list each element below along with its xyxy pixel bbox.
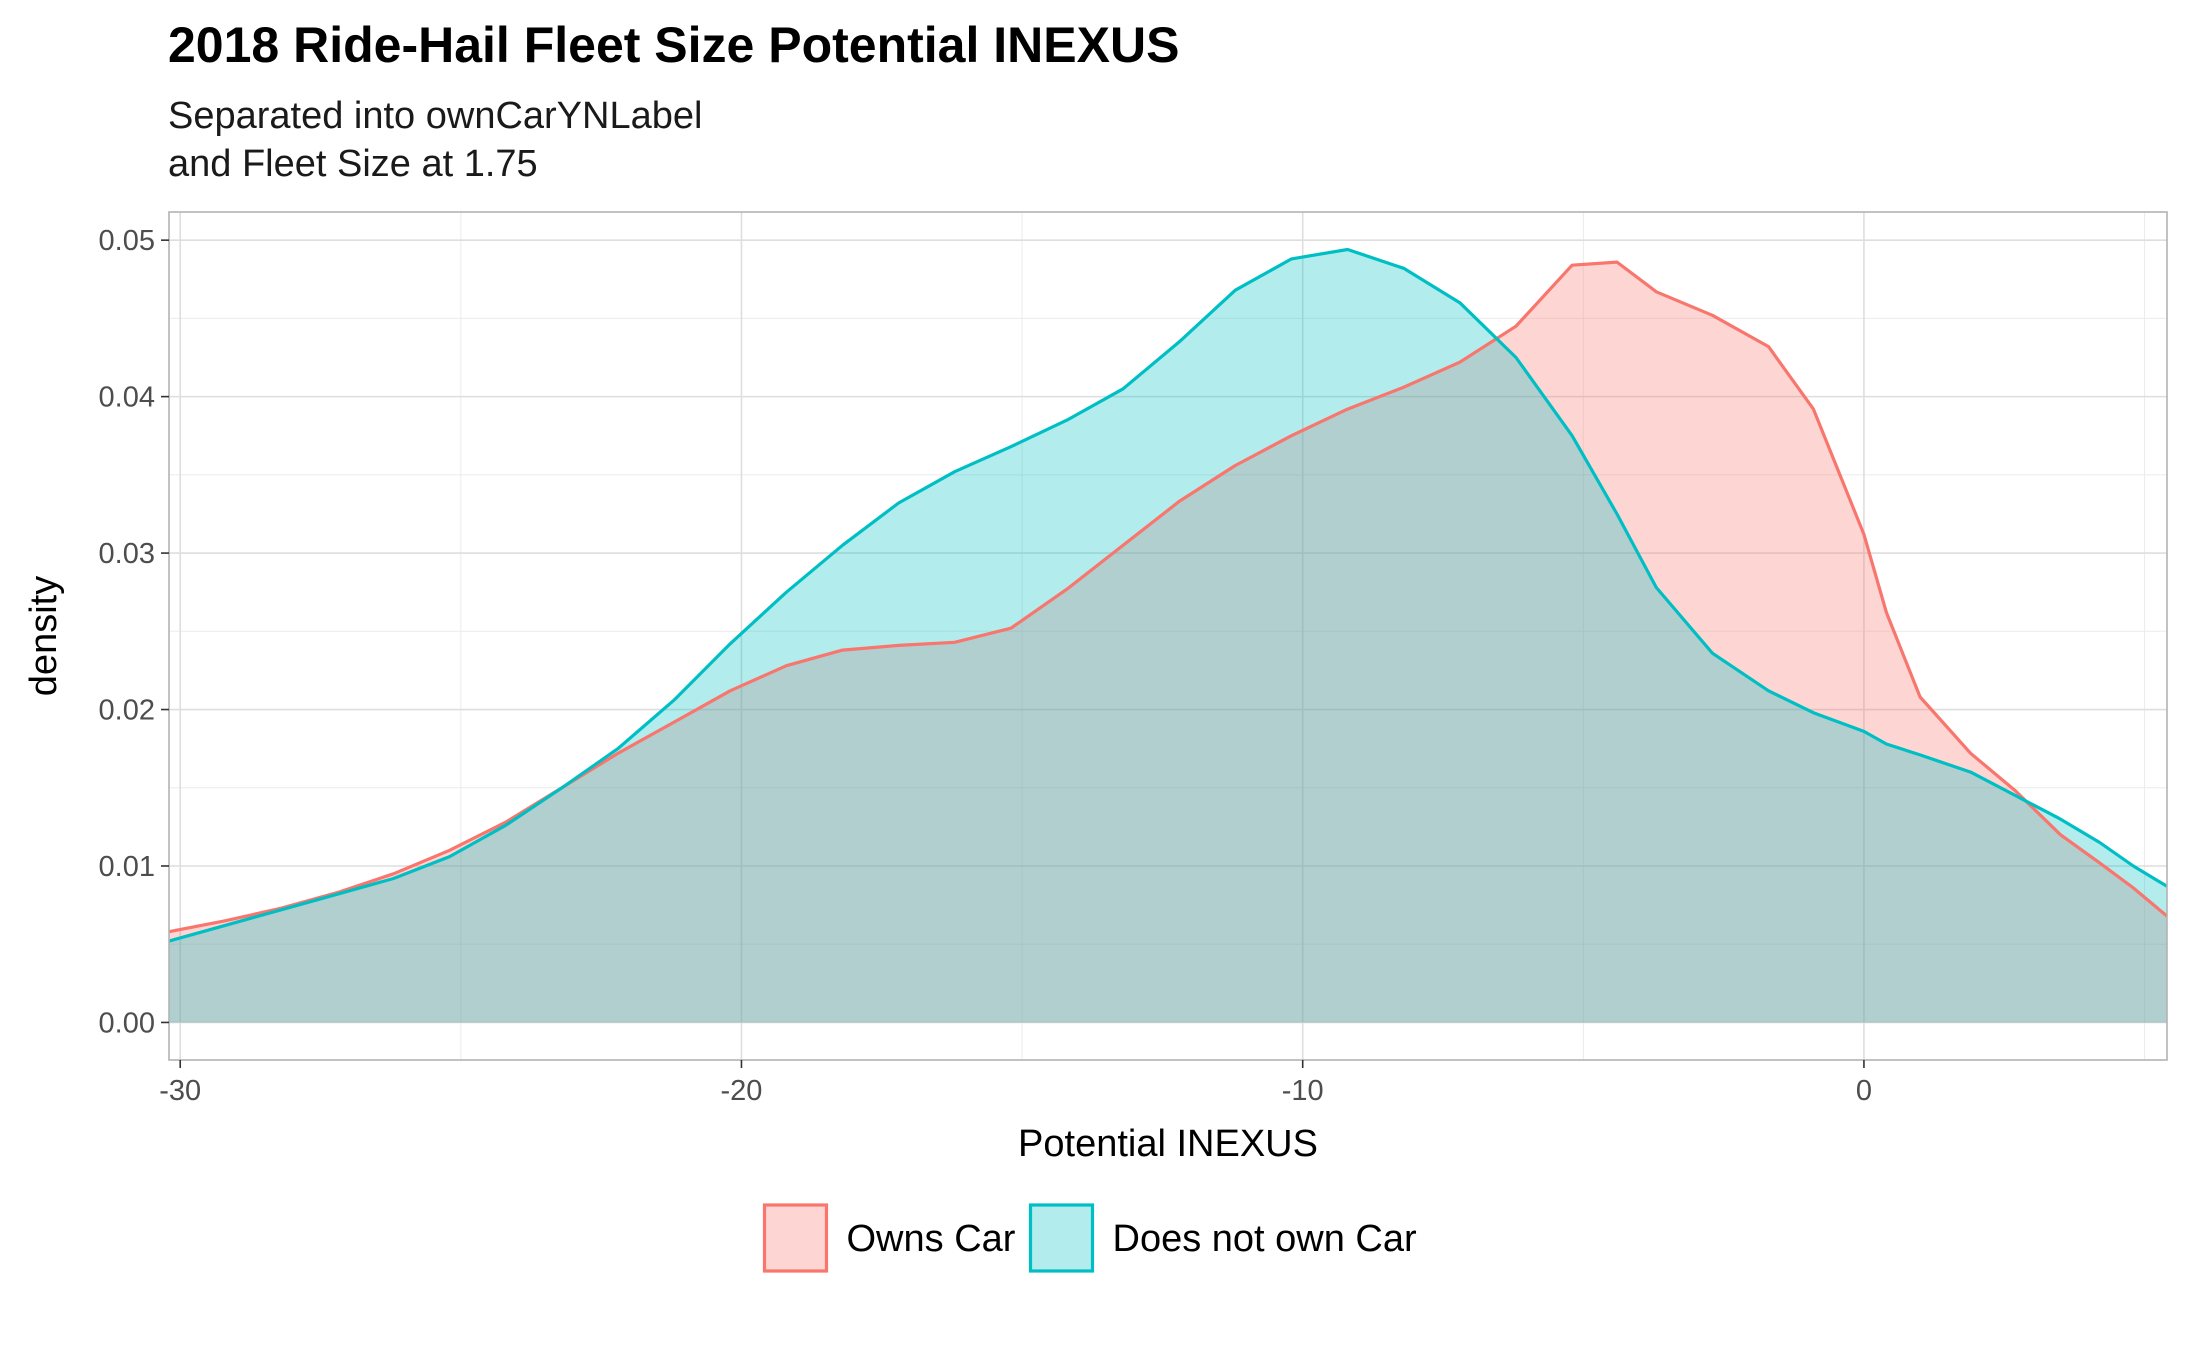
- y-tick-label: 0.02: [99, 695, 155, 727]
- density-area-owns-car: [169, 262, 2167, 1023]
- chart-title: 2018 Ride-Hail Fleet Size Potential INEX…: [168, 17, 1179, 73]
- density-lines: [168, 247, 2169, 943]
- legend-key-does-not-own-car: [1028, 1203, 1095, 1273]
- density-areas: [169, 249, 2167, 1023]
- density-area-does-not-own-car: [169, 249, 2167, 1023]
- y-tick-label: 0.05: [99, 225, 155, 257]
- legend: Owns Car Does not own Car: [762, 1203, 1417, 1273]
- minor-gridlines: [169, 212, 2167, 1060]
- major-gridlines: [169, 212, 2167, 1060]
- legend-label-does-not-own-car: Does not own Car: [1113, 1218, 1417, 1260]
- x-axis-ticks: -30 -20 -10 0: [159, 1060, 1872, 1107]
- density-line-does-not-own-car: [168, 247, 2168, 943]
- legend-label-owns-car: Owns Car: [847, 1218, 1016, 1260]
- x-tick-label: -30: [159, 1075, 201, 1107]
- plot-panel: [168, 211, 2169, 1061]
- x-axis-title: Potential INEXUS: [1018, 1123, 1318, 1165]
- y-tick-label: 0.01: [99, 851, 155, 883]
- legend-key-bg-does-not-own-car: [1028, 1203, 1095, 1273]
- y-tick-label: 0.00: [99, 1007, 155, 1039]
- chart-subtitle-line-2: and Fleet Size at 1.75: [168, 143, 538, 185]
- y-tick-label: 0.03: [99, 538, 155, 570]
- x-tick-label: -20: [720, 1075, 762, 1107]
- panel-border: [168, 211, 2168, 1061]
- x-tick-label: -10: [1282, 1075, 1324, 1107]
- y-axis-title: density: [23, 576, 65, 696]
- legend-key-owns-car: [762, 1203, 829, 1273]
- y-tick-label: 0.04: [99, 382, 155, 414]
- x-tick-label: 0: [1856, 1075, 1872, 1107]
- chart-subtitle-line-1: Separated into ownCarYNLabel: [168, 95, 702, 137]
- y-axis-ticks: 0.00 0.01 0.02 0.03 0.04 0.05: [99, 225, 169, 1039]
- legend-key-bg-owns-car: [762, 1203, 829, 1273]
